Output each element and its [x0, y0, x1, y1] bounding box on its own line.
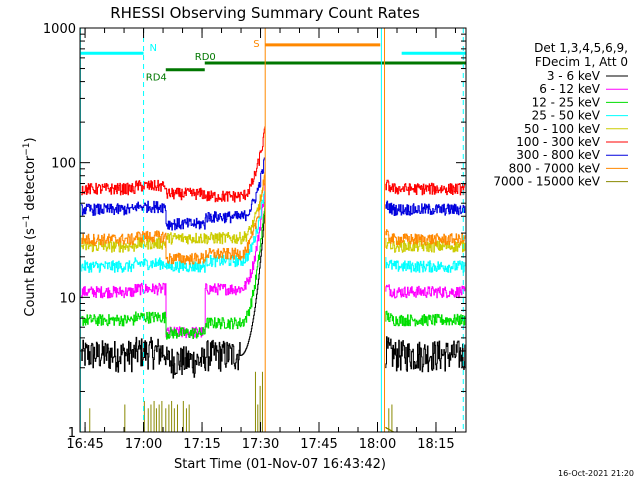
series-line-7-segment-0: [81, 174, 266, 265]
count-rate-series: [81, 126, 466, 433]
x-tick-label-3: 17:30: [242, 437, 279, 452]
y-tick-label-1000: 1000: [43, 22, 76, 37]
y-axis-label-main: Count Rate (s: [23, 228, 38, 317]
series-line-5-segment-1: [385, 179, 466, 196]
flag-label-s: S: [253, 39, 259, 50]
flag-label-rd0: RD0: [195, 52, 216, 63]
series-line-2-segment-1: [385, 310, 466, 327]
x-tick-label-0: 16:45: [66, 437, 103, 452]
series-line-0-segment-1: [385, 336, 466, 373]
series-line-3-segment-0: [81, 191, 266, 273]
y-axis-label-exp2: −1: [22, 142, 32, 155]
legend-label-5: 100 - 300 keV: [516, 135, 600, 149]
legend-label-7: 800 - 7000 keV: [509, 161, 601, 175]
legend-label-3: 25 - 50 keV: [532, 109, 601, 123]
series-line-5-segment-0: [81, 126, 266, 203]
orbit-markers: [79, 28, 464, 432]
legend-label-6: 300 - 800 keV: [516, 148, 600, 162]
x-tick-label-2: 17:15: [183, 437, 220, 452]
instrument-flags: N S RD0 RD4: [80, 39, 466, 84]
y-axis-label: Count Rate (s−1 detector−1): [22, 137, 38, 316]
series-line-4-segment-0: [81, 172, 266, 253]
legend: Det 1,3,4,5,6,9, FDecim 1, Att 0 3 - 6 k…: [493, 41, 628, 189]
y-axis-label-end: ): [23, 137, 38, 142]
legend-header-line-2: FDecim 1, Att 0: [535, 55, 628, 69]
legend-label-1: 6 - 12 keV: [539, 82, 601, 96]
series-line-1-segment-1: [385, 284, 466, 299]
legend-label-2: 12 - 25 keV: [532, 95, 601, 109]
series-line-2-segment-0: [81, 202, 266, 340]
plot-frame: [79, 27, 467, 433]
y-tick-label-10: 10: [59, 291, 76, 306]
series-line-3-segment-1: [385, 257, 466, 273]
legend-label-8: 7000 - 15000 keV: [493, 175, 600, 189]
series-line-6-segment-0: [81, 157, 266, 231]
x-tick-label-5: 18:00: [359, 437, 396, 452]
series-line-7-segment-1: [385, 229, 466, 246]
series-line-6-segment-1: [385, 200, 466, 216]
footer-timestamp: 16-Oct-2021 21:20: [558, 469, 634, 478]
series-line-0-segment-0: [81, 208, 266, 379]
x-tick-label-4: 17:45: [300, 437, 337, 452]
flag-label-rd4: RD4: [146, 73, 167, 84]
x-axis-label: Start Time (01-Nov-07 16:43:42): [174, 457, 386, 472]
y-tick-label-100: 100: [51, 157, 76, 172]
legend-label-4: 50 - 100 keV: [524, 122, 601, 136]
y-tick-label-1: 1: [68, 426, 76, 441]
flag-label-n: N: [150, 43, 157, 54]
y-axis-label-exp1: −1: [22, 215, 32, 228]
x-tick-label-6: 18:15: [417, 437, 454, 452]
x-tick-label-1: 17:00: [125, 437, 162, 452]
plot-axes: 1 10 100 1000 16:45 17:00 17:15 17:30 17:45 18:00…: [43, 22, 467, 452]
legend-label-0: 3 - 6 keV: [547, 69, 601, 83]
legend-header-line-1: Det 1,3,4,5,6,9,: [534, 41, 628, 55]
y-axis-label-mid: detector: [23, 155, 38, 215]
chart-title: RHESSI Observing Summary Count Rates: [110, 4, 420, 22]
